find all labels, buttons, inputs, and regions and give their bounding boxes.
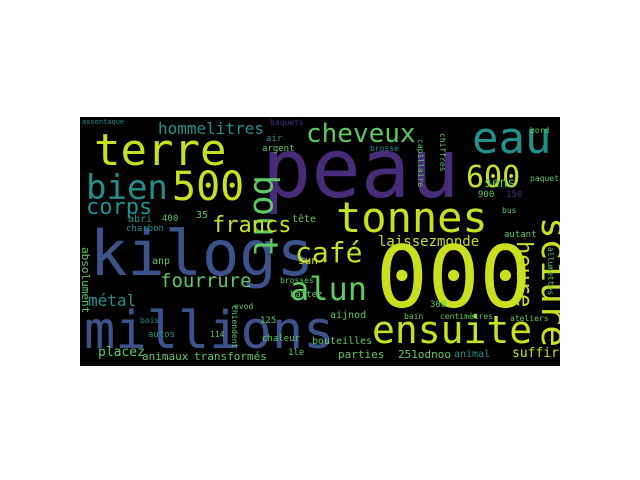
word-autant: autant (504, 230, 537, 240)
word-centimetres: centimètres (440, 312, 493, 321)
word-300: 300 (430, 300, 447, 310)
word-chiffres: chiffres (438, 133, 447, 172)
word-bus: bus (502, 206, 517, 215)
word-battez: battez (290, 290, 323, 300)
word-allumettes: allumettes (546, 247, 555, 296)
word-500: 500 (172, 164, 245, 210)
word-ateliers: ateliers (510, 314, 549, 323)
word-placez: placez (98, 345, 145, 360)
word-bois: bois (140, 316, 160, 325)
word-absolument: absolument (80, 247, 92, 314)
word-charbon: charbon (126, 224, 164, 234)
word-900: 900 (478, 190, 495, 200)
word-125: 125 (260, 316, 277, 326)
word-animal: animal (454, 349, 491, 360)
word-cafe: café (295, 236, 363, 269)
word-odnoo: 251odnoo (398, 348, 451, 361)
word-francs: francs (212, 213, 292, 238)
word-aijnod: aijnod (330, 310, 367, 321)
word-argent: argent (262, 144, 295, 154)
word-metal: métal (88, 291, 137, 310)
word-assontaque: assontaque (82, 118, 125, 126)
word-eau: eau (472, 117, 552, 164)
word-millions: millions (84, 301, 335, 361)
word-parties: parties (338, 348, 385, 361)
word-bout: bout (245, 175, 285, 257)
word-chiendent: chiendent (230, 305, 239, 349)
word-terre: terre (94, 125, 227, 176)
word-kilogs: kilogs (90, 217, 314, 290)
word-bord: bord (530, 126, 550, 135)
word-baquets: baquets (270, 118, 304, 127)
word-autos: autos (148, 330, 176, 340)
word-fourrure: fourrure (160, 270, 252, 292)
word-heure: heure (511, 241, 536, 308)
word-suffirait: suffirait (512, 346, 560, 361)
word-chaleur: chaleur (262, 334, 300, 344)
word-sens: sens (484, 176, 516, 191)
word-35: 35 (196, 210, 209, 221)
word-brosses: brosses (280, 276, 314, 285)
word-anp: anp (152, 256, 171, 267)
word-cheveux: cheveux (306, 119, 416, 149)
word-bain: bain (404, 312, 424, 321)
word-hommelitres: hommelitres (158, 119, 264, 138)
word-corps: corps (86, 195, 153, 220)
word-evod: evod (234, 302, 254, 311)
word-sciure: sciure (533, 217, 560, 348)
word-capillaire: capillaire (416, 139, 425, 188)
word-peau: peau (262, 122, 460, 217)
word-ensuite: ensuite (372, 308, 533, 352)
word-114: 114 (210, 330, 225, 339)
word-bouteilles: bouteilles (312, 336, 373, 347)
word-sun: sun (298, 254, 318, 267)
word-150: 150 (506, 190, 523, 200)
word-paquet: paquet (530, 174, 559, 183)
word-transformes: transformés (194, 350, 267, 363)
word-bien: bien (86, 168, 168, 208)
word-000: 000 (376, 228, 532, 328)
word-cloud: peau kilogs millions 000 tonnes eau terr… (80, 117, 560, 366)
word-brosse: brosse (370, 144, 399, 153)
word-600: 600 (466, 160, 521, 195)
word-abri: abri (128, 214, 153, 225)
word-tete: tête (292, 214, 317, 225)
word-alun: alun (290, 270, 368, 308)
word-tonnes: tonnes (336, 193, 488, 242)
word-air: air (266, 134, 283, 144)
word-animaux: animaux (142, 350, 189, 363)
word-400: 400 (162, 214, 179, 224)
word-1le: 1le (288, 348, 305, 358)
word-laissezmonde: laissezmonde (378, 234, 480, 250)
